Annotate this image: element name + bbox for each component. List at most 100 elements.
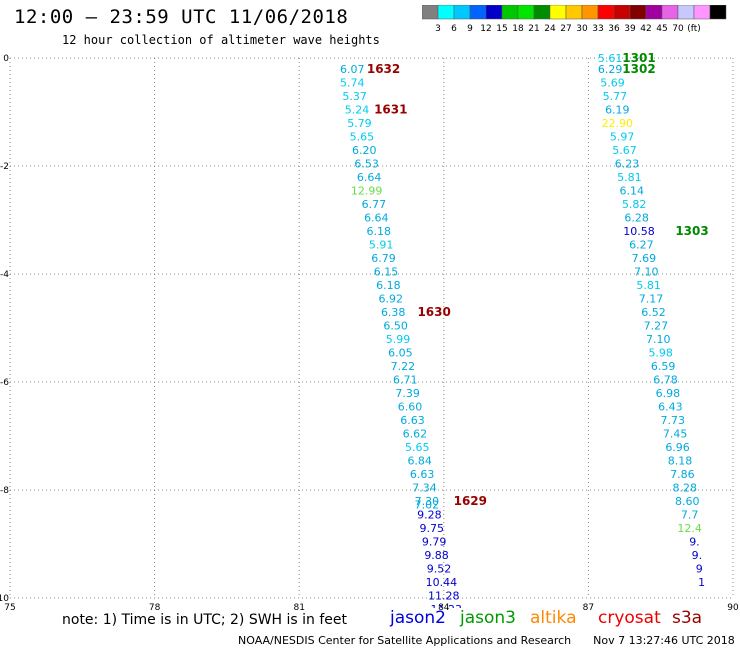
wave-height-point: 6.50 [383, 319, 408, 332]
wave-height-point: 6.07 [340, 63, 365, 76]
wave-height-point: 9 [696, 562, 703, 575]
satellite-altika: altika [530, 608, 577, 628]
chart-subtitle: 12 hour collection of altimeter wave hei… [62, 33, 380, 47]
wave-height-point: 5.65 [405, 441, 430, 454]
generated-timestamp: Nov 7 13:27:46 UTC 2018 [593, 634, 735, 647]
wave-height-point: 9.28 [417, 508, 442, 521]
wave-height-point: 9.75 [420, 522, 445, 535]
colorbar-label: 3 [435, 24, 441, 34]
wave-height-point: 6.23 [615, 157, 640, 170]
wave-height-point: 5.67 [612, 144, 637, 157]
y-tick-label: -4 [0, 270, 9, 280]
wave-height-point: 11.28 [428, 589, 460, 602]
satellite-jason3: jason3 [460, 608, 516, 628]
time-annotation: 1302 [622, 62, 655, 76]
colorbar-label: 42 [640, 24, 651, 34]
x-tick-label: 84 [438, 603, 450, 610]
y-tick-label: -10 [0, 594, 9, 604]
wave-height-point: 7.69 [632, 252, 657, 265]
wave-height-point: 6.96 [665, 441, 690, 454]
wave-height-point: 6.62 [403, 427, 428, 440]
wave-height-point: 12.99 [351, 184, 383, 197]
wave-height-point: 5.98 [648, 346, 673, 359]
wave-height-point: 7.7 [681, 508, 699, 521]
wave-height-point: 8.28 [673, 481, 698, 494]
wave-height-point: 7.10 [646, 333, 671, 346]
colorbar-label: 9 [467, 24, 473, 34]
credit-line: NOAA/NESDIS Center for Satellite Applica… [238, 634, 735, 647]
wave-height-point: 8.60 [675, 495, 700, 508]
wave-height-point: 10.58 [623, 225, 655, 238]
colorbar-swatch [709, 5, 727, 20]
wave-height-point: 5.74 [340, 76, 365, 89]
wave-height-point: 9.88 [424, 549, 449, 562]
wave-height-point: 5.99 [386, 333, 411, 346]
satellite-cryosat: cryosat [598, 608, 661, 628]
colorbar-label: 12 [480, 24, 491, 34]
colorbar-label: 36 [608, 24, 620, 34]
colorbar-label: 30 [576, 24, 588, 34]
wave-height-point: 6.20 [352, 144, 377, 157]
wave-height-point: 6.05 [388, 346, 413, 359]
wave-height-point: 6.38 [381, 306, 406, 319]
wave-height-point: 6.63 [400, 414, 425, 427]
wave-height-point: 7.17 [639, 292, 664, 305]
wave-height-point: 6.53 [354, 157, 379, 170]
wave-height-point: 7.45 [663, 427, 688, 440]
wave-height-point: 12.4 [677, 522, 702, 535]
wave-height-point: 6.64 [364, 211, 389, 224]
x-tick-label: 81 [293, 603, 304, 610]
y-tick-label: -8 [0, 486, 9, 496]
wave-height-point: 22.90 [602, 117, 634, 130]
wave-height-point: 9.79 [422, 535, 447, 548]
wave-height-point: 6.27 [629, 238, 654, 251]
wave-height-point: 5.24 [345, 103, 370, 116]
wave-height-point: 5.65 [350, 130, 375, 143]
wave-height-point: 6.29 [598, 63, 623, 76]
wave-height-point: 6.71 [393, 373, 418, 386]
satellite-jason2: jason2 [390, 608, 446, 628]
wave-height-point: 9.52 [427, 562, 452, 575]
time-annotation: 1631 [374, 102, 407, 116]
colorbar-label: (ft) [687, 24, 701, 34]
wave-height-point: 6.43 [658, 400, 683, 413]
wave-height-point: 5.61 [598, 52, 623, 65]
x-tick-label: 78 [149, 603, 161, 610]
color-scale-legend: 3 6 9 12 15 18 21 24 27 30 33 36 39 42 45 70 (ft) [422, 5, 727, 34]
wave-height-point: 9. [692, 549, 703, 562]
credit-text: NOAA/NESDIS Center for Satellite Applica… [238, 634, 572, 647]
wave-height-point: 7.34 [412, 481, 437, 494]
colorbar-label: 6 [451, 24, 457, 34]
wave-height-point: 6.64 [357, 171, 382, 184]
wave-height-point: 7.86 [670, 468, 695, 481]
wave-height-point: 6.18 [376, 279, 401, 292]
wave-height-point: 7.22 [391, 360, 416, 373]
wave-height-point: 7.02 [415, 499, 440, 512]
wave-height-point: 5.81 [636, 279, 661, 292]
y-tick-label: -6 [0, 378, 9, 388]
wave-height-point: 11.23 [430, 603, 462, 610]
wave-height-point: 6.15 [374, 265, 399, 278]
time-annotation: 1630 [417, 305, 450, 319]
wave-height-point: 6.14 [620, 184, 645, 197]
time-annotation: 1303 [675, 224, 708, 238]
wave-height-point: 1 [698, 576, 705, 589]
wave-height-point: 6.77 [362, 198, 387, 211]
wave-height-point: 6.60 [398, 400, 423, 413]
wave-height-point: 6.52 [641, 306, 666, 319]
x-tick-label: 87 [583, 603, 594, 610]
wave-height-point: 9. [689, 535, 700, 548]
chart-title: 12:00 – 23:59 UTC 11/06/2018 [14, 6, 349, 28]
units-note: note: 1) Time is in UTC; 2) SWH is in fe… [62, 612, 348, 628]
wave-height-point: 7.39 [395, 387, 420, 400]
colorbar-label: 24 [544, 24, 556, 34]
y-tick-label: 0 [3, 54, 9, 64]
wave-height-point: 6.18 [366, 225, 391, 238]
colorbar-label: 18 [512, 24, 524, 34]
wave-height-point: 6.79 [371, 252, 396, 265]
time-annotation: 1632 [367, 62, 400, 76]
wave-height-point: 6.19 [605, 103, 630, 116]
satellite-s3a: s3a [672, 608, 703, 628]
plot-area: 75 78 81 84 87 90 0 -2 -4 -6 -8 -10 6.075.745.375.24… [0, 51, 739, 610]
